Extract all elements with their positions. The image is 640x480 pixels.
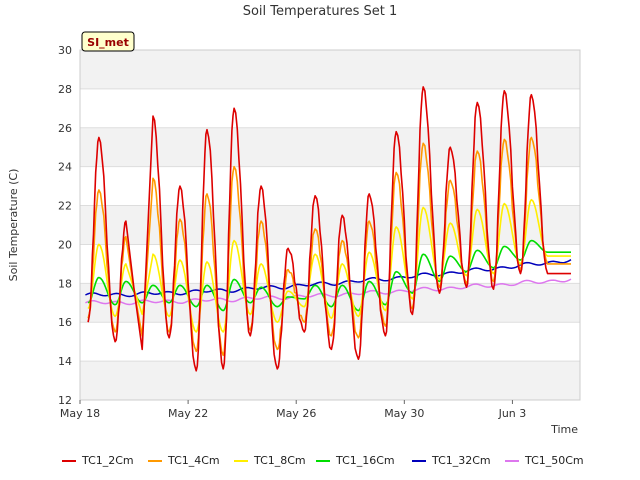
x-tick-label: May 26 xyxy=(276,407,316,420)
legend-label: TC1_50Cm xyxy=(525,454,584,467)
y-axis: 12 14 16 18 20 22 24 26 28 30 xyxy=(58,44,72,407)
grid-band xyxy=(80,361,580,400)
legend-item-TC1_4Cm: TC1_4Cm xyxy=(148,454,220,467)
legend-label: TC1_8Cm xyxy=(254,454,306,467)
annotation-box: SI_met xyxy=(81,31,135,52)
x-axis: May 18 May 22 May 26 May 30 Jun 3 xyxy=(60,400,526,420)
x-tick-label: May 18 xyxy=(60,407,100,420)
legend-label: TC1_16Cm xyxy=(336,454,395,467)
legend-item-TC1_50Cm: TC1_50Cm xyxy=(505,454,584,467)
grid-bands xyxy=(80,49,580,401)
grid-band xyxy=(80,205,580,245)
y-tick-label: 26 xyxy=(58,122,72,135)
legend-item-TC1_8Cm: TC1_8Cm xyxy=(234,454,306,467)
y-tick-label: 28 xyxy=(58,83,72,96)
series-line-TC1_50Cm xyxy=(85,278,572,306)
y-tick-label: 24 xyxy=(58,161,72,174)
legend-swatch xyxy=(412,460,426,462)
legend-swatch xyxy=(316,460,330,462)
y-tick-label: 18 xyxy=(58,277,72,290)
y-tick-label: 14 xyxy=(58,355,72,368)
legend-item-TC1_32Cm: TC1_32Cm xyxy=(412,454,491,467)
legend-swatch xyxy=(62,460,76,462)
y-tick-label: 22 xyxy=(58,200,72,213)
x-tick-label: May 30 xyxy=(384,407,424,420)
legend-label: TC1_4Cm xyxy=(168,454,220,467)
series-line-TC1_2Cm xyxy=(87,86,571,372)
annotation-label: SI_met xyxy=(87,36,129,49)
y-tick-label: 30 xyxy=(58,44,72,57)
y-tick-label: 20 xyxy=(58,238,72,251)
legend-swatch xyxy=(148,460,162,462)
y-tick-label: 12 xyxy=(58,394,72,407)
legend-swatch xyxy=(505,460,519,462)
series-layer xyxy=(85,86,572,372)
series-line-TC1_8Cm xyxy=(87,198,571,333)
legend-item-TC1_2Cm: TC1_2Cm xyxy=(62,454,134,467)
y-axis-label: Soil Temperature (C) xyxy=(7,169,20,282)
x-tick-label: Jun 3 xyxy=(498,407,527,420)
legend-swatch xyxy=(234,460,248,462)
legend-label: TC1_2Cm xyxy=(82,454,134,467)
y-tick-label: 16 xyxy=(58,316,72,329)
grid-band xyxy=(80,50,580,89)
legend: TC1_2Cm TC1_4Cm TC1_8Cm TC1_16Cm TC1_32Cm TC1… xyxy=(0,452,640,472)
x-tick-label: May 22 xyxy=(168,407,208,420)
grid-band xyxy=(80,127,580,167)
series-line-TC1_4Cm xyxy=(87,136,571,357)
chart-title: Soil Temperatures Set 1 xyxy=(243,4,398,19)
legend-item-TC1_16Cm: TC1_16Cm xyxy=(316,454,395,467)
x-axis-label: Time xyxy=(550,423,578,436)
legend-label: TC1_32Cm xyxy=(432,454,491,467)
plot-frame xyxy=(79,49,581,401)
